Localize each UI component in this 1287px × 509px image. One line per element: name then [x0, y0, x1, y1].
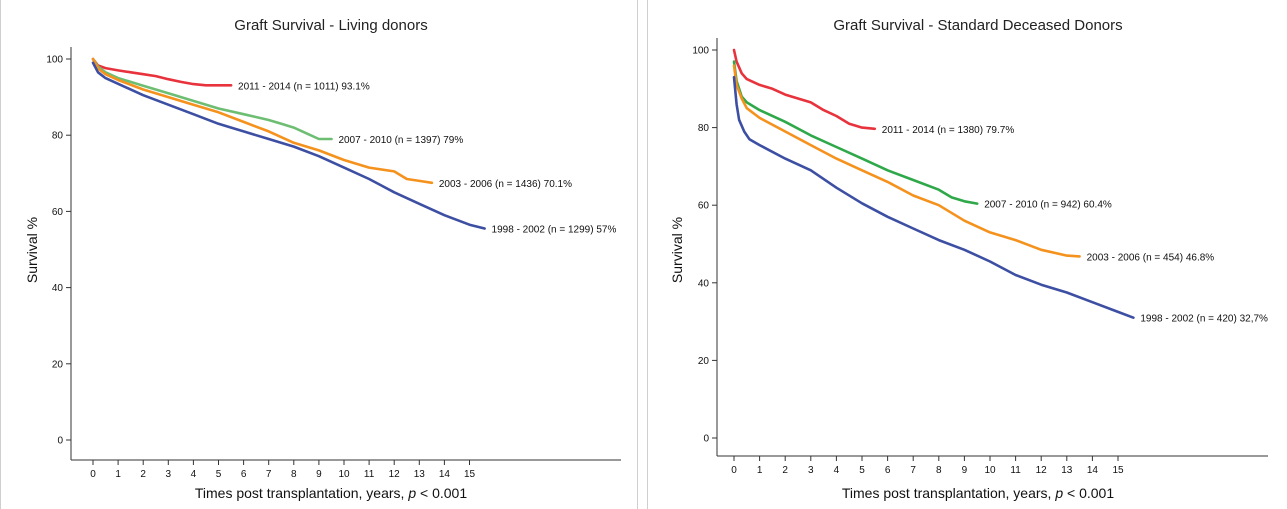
x-tick-label: 9 [962, 465, 968, 476]
series-label: 2003 - 2006 (n = 1436) 70.1% [439, 179, 572, 190]
x-tick-label: 7 [910, 465, 916, 476]
series-label: 1998 - 2002 (n = 420) 32,7% [1140, 314, 1268, 325]
x-tick-label: 10 [984, 465, 996, 476]
x-tick-label: 13 [1061, 465, 1073, 476]
series-group: 2011 - 2014 (n = 1380) 79.7% 2007 - 2010 … [732, 48, 1268, 325]
series-label: 2011 - 2014 (n = 1011) 93.1% [238, 81, 370, 92]
x-tick-label: 12 [1036, 465, 1048, 476]
series-line [91, 57, 233, 87]
y-tick-label: 20 [698, 356, 710, 367]
left-chart-panel: Graft Survival - Living donors Times pos… [0, 0, 638, 509]
x-tick-label: 3 [808, 465, 814, 476]
x-tick-label: 15 [464, 469, 476, 480]
series-label: 1998 - 2002 (n = 1299) 57% [492, 225, 617, 236]
x-tick-label: 0 [90, 469, 96, 480]
y-tick-label: 0 [57, 436, 63, 447]
y-tick-label: 100 [46, 55, 63, 66]
series-label: 2007 - 2010 (n = 942) 60.4% [984, 200, 1112, 211]
y-tick-label: 60 [698, 201, 710, 212]
y-tick-label: 40 [698, 278, 710, 289]
deceased-donors-chart: Graft Survival - Standard Deceased Donor… [669, 17, 1268, 501]
series-line [91, 61, 486, 230]
x-tick-label: 12 [389, 469, 401, 480]
x-tick-label: 8 [291, 469, 297, 480]
y-tick-label: 20 [52, 359, 64, 370]
series-label: 2007 - 2010 (n = 1397) 79% [338, 135, 463, 146]
x-tick-label: 15 [1112, 465, 1124, 476]
y-axis-title: Survival % [24, 217, 40, 283]
series-line [732, 60, 979, 205]
y-tick-label: 0 [703, 434, 709, 445]
x-axis-title: Times post transplantation, years, p < 0… [842, 485, 1114, 501]
living-donors-chart: Graft Survival - Living donors Times pos… [24, 17, 621, 501]
x-tick-label: 1 [115, 469, 121, 480]
series-line [732, 48, 877, 131]
x-tick-label: 0 [731, 465, 737, 476]
series-line [732, 75, 1135, 319]
x-tick-label: 5 [216, 469, 222, 480]
x-tick-label: 4 [191, 469, 197, 480]
right-chart-panel: Graft Survival - Standard Deceased Donor… [647, 0, 1284, 509]
x-tick-label: 9 [316, 469, 322, 480]
x-tick-label: 2 [140, 469, 146, 480]
chart-title: Graft Survival - Standard Deceased Donor… [833, 17, 1122, 34]
y-tick-label: 80 [698, 123, 710, 134]
x-axis-title: Times post transplantation, years, p < 0… [195, 485, 467, 501]
series-label: 2011 - 2014 (n = 1380) 79.7% [882, 125, 1015, 136]
series-line [91, 57, 333, 141]
x-tick-label: 5 [859, 465, 865, 476]
series-line [91, 57, 434, 185]
x-tick-label: 6 [241, 469, 247, 480]
y-tick-label: 40 [52, 283, 64, 294]
x-tick-label: 2 [782, 465, 788, 476]
series-label: 2003 - 2006 (n = 454) 46.8% [1087, 252, 1215, 263]
x-tick-label: 10 [338, 469, 350, 480]
x-tick-label: 7 [266, 469, 272, 480]
y-axis-title: Survival % [669, 217, 685, 283]
x-tick-label: 6 [885, 465, 891, 476]
chart-title: Graft Survival - Living donors [234, 17, 427, 34]
x-tick-label: 14 [1087, 465, 1099, 476]
y-tick-label: 60 [52, 207, 64, 218]
series-group: 2011 - 2014 (n = 1011) 93.1% 2007 - 2010 … [91, 57, 617, 236]
x-tick-label: 8 [936, 465, 942, 476]
y-tick-label: 100 [692, 46, 709, 57]
series-line [732, 64, 1081, 258]
x-tick-label: 14 [439, 469, 451, 480]
x-tick-label: 4 [834, 465, 840, 476]
y-tick-label: 80 [52, 131, 64, 142]
x-tick-label: 3 [166, 469, 172, 480]
x-tick-label: 1 [757, 465, 763, 476]
x-tick-label: 11 [1010, 465, 1021, 476]
x-tick-label: 11 [364, 469, 375, 480]
x-tick-label: 13 [414, 469, 426, 480]
